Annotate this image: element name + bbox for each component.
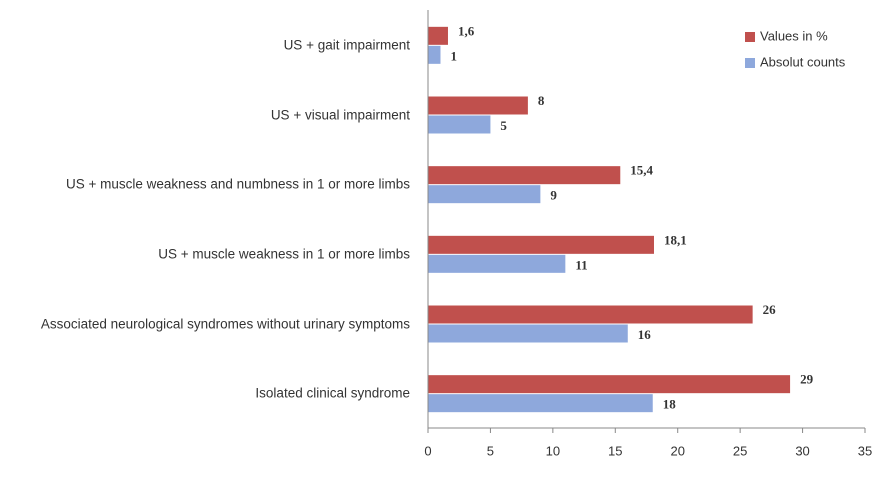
value-label: 1,6 <box>458 23 475 38</box>
x-tick-label: 0 <box>424 443 431 458</box>
value-label: 15,4 <box>630 163 653 178</box>
category-label: US + muscle weakness and numbness in 1 o… <box>65 176 410 192</box>
value-label: 1 <box>450 48 457 63</box>
bar <box>428 96 528 115</box>
bar <box>428 45 441 64</box>
category-label: US + visual impairment <box>270 107 410 122</box>
legend-label: Values in % <box>760 28 828 43</box>
bar <box>428 305 753 324</box>
value-label: 18 <box>663 397 677 412</box>
x-tick-label: 35 <box>858 443 872 458</box>
x-tick-label: 25 <box>733 443 747 458</box>
bar <box>428 254 566 273</box>
bar <box>428 26 448 45</box>
value-label: 9 <box>550 188 557 203</box>
bar <box>428 185 541 204</box>
value-label: 5 <box>500 118 507 133</box>
x-tick-label: 5 <box>487 443 494 458</box>
bar <box>428 166 621 185</box>
value-label: 11 <box>575 257 587 272</box>
category-label: Associated neurological syndromes withou… <box>40 316 410 331</box>
bar <box>428 394 653 413</box>
value-label: 16 <box>638 327 652 342</box>
x-tick-label: 15 <box>608 443 622 458</box>
category-label: Isolated clinical syndrome <box>255 385 410 401</box>
legend-swatch <box>745 32 755 42</box>
value-label: 18,1 <box>664 232 687 247</box>
bar <box>428 115 491 134</box>
bar <box>428 375 791 394</box>
value-label: 29 <box>800 372 814 387</box>
bar <box>428 324 628 343</box>
x-tick-label: 20 <box>670 443 684 458</box>
value-label: 8 <box>538 93 545 108</box>
legend-label: Absolut counts <box>760 54 846 69</box>
legend-swatch <box>745 58 755 68</box>
x-tick-label: 30 <box>795 443 809 458</box>
category-label: US + gait impairment <box>283 37 410 53</box>
x-tick-label: 10 <box>546 443 560 458</box>
category-label: US + muscle weakness in 1 or more limbs <box>158 246 410 262</box>
value-label: 26 <box>763 302 777 317</box>
bar <box>428 235 654 254</box>
